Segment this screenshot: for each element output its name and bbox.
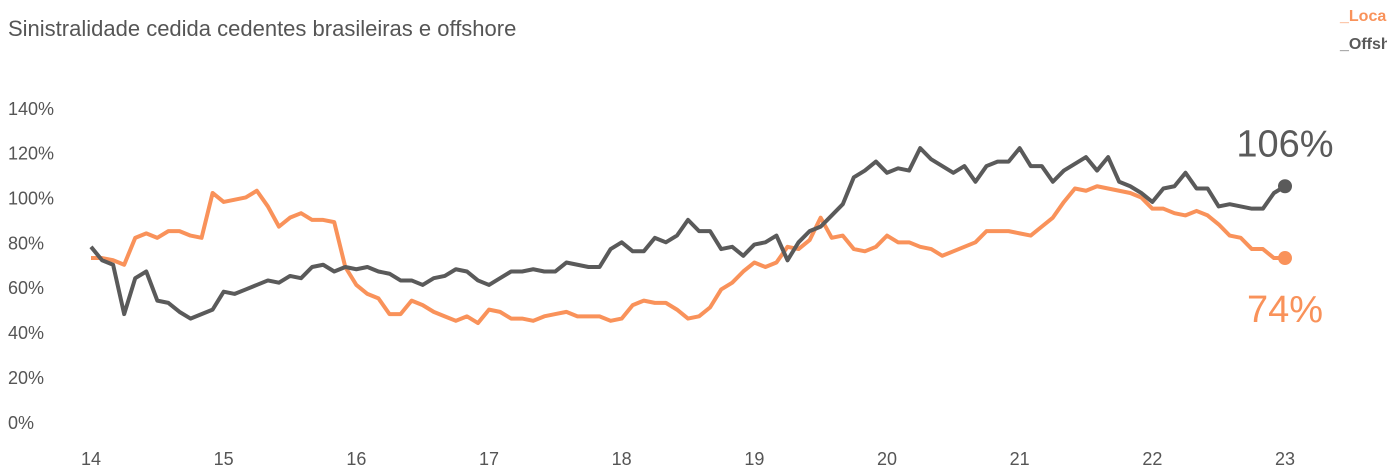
line bbox=[91, 184, 1285, 326]
legend-entry: _Locais bbox=[1339, 8, 1387, 25]
x-tick-label: 21 bbox=[1010, 449, 1030, 469]
x-tick-label: 16 bbox=[346, 449, 366, 469]
y-tick-label: 40% bbox=[8, 323, 44, 343]
x-tick-label: 23 bbox=[1275, 449, 1295, 469]
y-tick-label: 140% bbox=[8, 99, 54, 119]
end-label: 74% bbox=[1247, 289, 1323, 331]
y-tick-label: 80% bbox=[8, 233, 44, 253]
end-label: 106% bbox=[1236, 123, 1333, 165]
chart-title: Sinistralidade cedida cedentes brasileir… bbox=[8, 16, 516, 41]
y-tick-label: 20% bbox=[8, 368, 44, 388]
x-tick-label: 22 bbox=[1142, 449, 1162, 469]
x-tick-label: 15 bbox=[214, 449, 234, 469]
x-tick-label: 18 bbox=[612, 449, 632, 469]
legend-entry: _Offshore bbox=[1339, 36, 1387, 53]
y-tick-label: 100% bbox=[8, 188, 54, 208]
line bbox=[89, 146, 1287, 321]
end-dot bbox=[1278, 179, 1292, 194]
end-dot bbox=[1278, 251, 1292, 266]
x-tick-label: 14 bbox=[81, 449, 101, 469]
x-tick-label: 20 bbox=[877, 449, 897, 469]
y-tick-label: 120% bbox=[8, 144, 54, 164]
y-tick-label: 60% bbox=[8, 278, 44, 298]
x-tick-label: 19 bbox=[744, 449, 764, 469]
x-tick-label: 17 bbox=[479, 449, 499, 469]
y-tick-label: 0% bbox=[8, 413, 34, 433]
